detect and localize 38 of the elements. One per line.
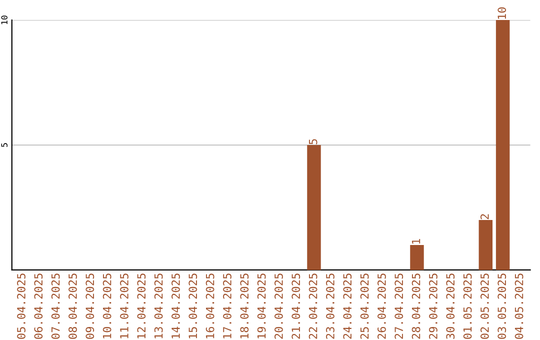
x-tick-label: 21.04.2025 — [292, 274, 300, 339]
x-tick-label: 05.04.2025 — [17, 274, 26, 339]
data-label: 10 — [498, 7, 506, 19]
x-tick-label: 19.04.2025 — [257, 274, 266, 338]
x-tick-label: 04.05.2025 — [514, 274, 524, 339]
x-tick-label: 14.04.2025 — [172, 274, 180, 338]
x-tick-label: 08.04.2025 — [68, 274, 77, 339]
x-tick-label: 13.04.2025 — [154, 274, 163, 338]
x-tick-label: 28.04.2025 — [412, 274, 420, 339]
x-tick-label: 29.04.2025 — [429, 274, 438, 339]
x-tick-label: 22.04.2025 — [308, 274, 318, 339]
x-tick-label: 20.04.2025 — [274, 274, 283, 339]
x-tick-label: 25.04.2025 — [360, 274, 369, 339]
x-tick-label: 03.05.2025 — [498, 274, 506, 339]
x-tick-label: 01.05.2025 — [463, 274, 472, 339]
data-label: 2 — [480, 214, 489, 220]
x-tick-label: 16.04.2025 — [206, 274, 214, 338]
x-tick-label: 02.05.2025 — [480, 274, 489, 339]
x-tick-label: 17.04.2025 — [223, 274, 232, 338]
x-tick-label: 09.04.2025 — [86, 274, 94, 339]
x-tick-label: 30.04.2025 — [446, 274, 455, 339]
data-label: 1 — [412, 239, 420, 244]
x-tick-label: 07.04.2025 — [51, 274, 60, 339]
bar — [496, 20, 510, 270]
x-tick-label: 26.04.2025 — [378, 274, 386, 339]
data-label: 5 — [308, 139, 318, 144]
x-tick-label: 11.04.2025 — [120, 274, 128, 338]
bar — [307, 145, 321, 270]
bar — [478, 220, 493, 270]
x-tick-label: 12.04.2025 — [137, 274, 146, 338]
x-tick-label: 10.04.2025 — [102, 274, 112, 338]
x-tick-label: 15.04.2025 — [188, 274, 198, 338]
bar — [410, 244, 424, 270]
x-tick-label: 06.04.2025 — [34, 274, 43, 339]
x-tick-label: 23.04.2025 — [326, 274, 334, 339]
x-tick-label: 18.04.2025 — [240, 274, 249, 338]
x-tick-label: 27.04.2025 — [394, 274, 404, 339]
x-tick-label: 24.04.2025 — [343, 274, 352, 339]
